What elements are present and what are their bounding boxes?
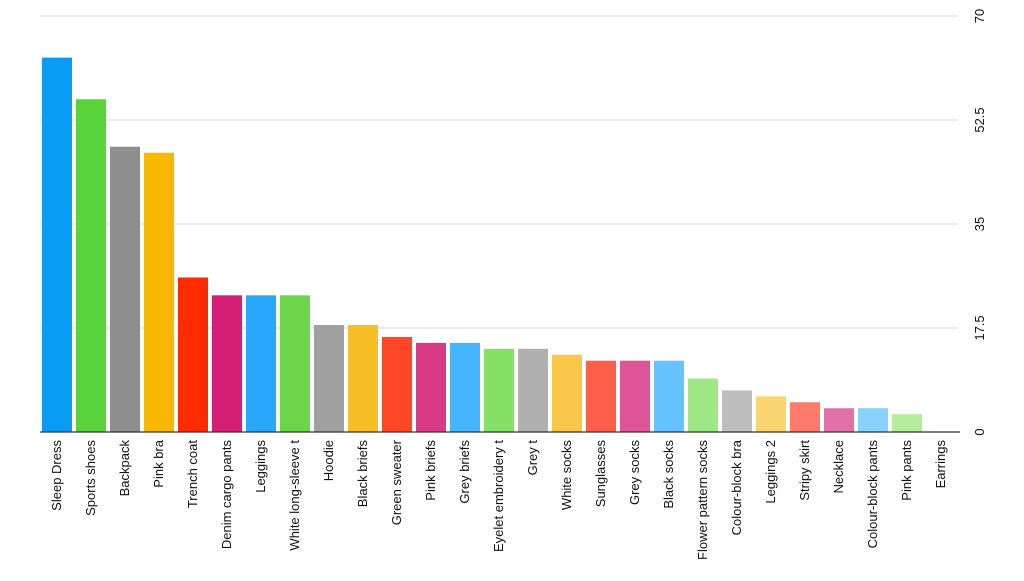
x-tick-label: Stripy skirt (797, 440, 812, 501)
y-tick-label: 17.5 (972, 315, 987, 340)
x-tick-label: Denim cargo pants (219, 440, 234, 550)
bar (790, 402, 820, 432)
x-tick-label: White socks (559, 440, 574, 511)
bar (484, 348, 514, 432)
y-tick-label: 0 (972, 428, 987, 435)
bar (858, 408, 888, 432)
x-tick-label: Grey t (525, 440, 540, 476)
bar (76, 99, 106, 432)
x-tick-label: Earrings (933, 440, 948, 489)
x-tick-label: Leggings (253, 440, 268, 493)
x-tick-label: White long-sleeve t (287, 440, 302, 551)
x-tick-label: Black socks (661, 440, 676, 509)
bar (756, 396, 786, 432)
y-tick-label: 52.5 (972, 107, 987, 132)
bars (42, 57, 922, 432)
x-tick-label: Pink briefs (423, 440, 438, 501)
y-tick-label: 35 (972, 217, 987, 231)
bar (518, 348, 548, 432)
bar (824, 408, 854, 432)
x-tick-label: Eyelet embroidery t (491, 440, 506, 552)
x-tick-label: Colour-block bra (729, 439, 744, 535)
x-tick-label: Sleep Dress (49, 440, 64, 511)
x-tick-label: Black briefs (355, 440, 370, 508)
bar (688, 378, 718, 432)
x-tick-label: Grey socks (627, 440, 642, 506)
gridlines (40, 15, 958, 329)
x-tick-label: Trench coat (185, 440, 200, 509)
x-tick-labels: Sleep Dress Sports shoes Backpack Pink bra T… (49, 439, 948, 560)
bar (382, 336, 412, 432)
x-tick-label: Pink pants (899, 440, 914, 501)
x-tick-label: Leggings 2 (763, 440, 778, 504)
x-tick-label: Hoodie (321, 440, 336, 481)
x-tick-label: Green sweater (389, 439, 404, 525)
x-tick-label: Necklace (831, 440, 846, 493)
bar (450, 342, 480, 432)
bar (144, 152, 174, 432)
bar (722, 390, 752, 432)
bar (280, 295, 310, 432)
bar (620, 360, 650, 432)
x-tick-label: Pink bra (151, 439, 166, 487)
bar (212, 295, 242, 432)
y-tick-labels: 0 17.5 35 52.5 70 (972, 9, 987, 436)
y-tick-label: 70 (972, 9, 987, 23)
bar (892, 414, 922, 432)
bar (246, 295, 276, 432)
bar (42, 57, 72, 432)
x-tick-label: Backpack (117, 440, 132, 497)
x-tick-label: Sports shoes (83, 440, 98, 516)
bar (416, 342, 446, 432)
bar (314, 325, 344, 432)
bar (654, 360, 684, 432)
x-tick-label: Sunglasses (593, 440, 608, 508)
bar (552, 354, 582, 432)
bar (110, 146, 140, 432)
bar (348, 325, 378, 432)
bar (586, 360, 616, 432)
x-tick-label: Flower pattern socks (695, 440, 710, 560)
x-tick-label: Colour-block pants (865, 440, 880, 549)
x-tick-label: Grey briefs (457, 440, 472, 504)
bar (178, 277, 208, 432)
